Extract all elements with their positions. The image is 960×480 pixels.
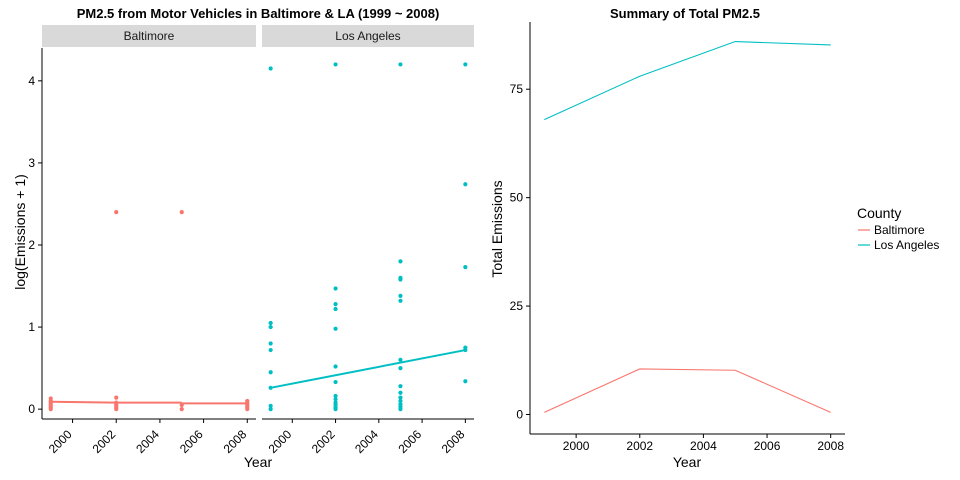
right-y-tick-label: 50 — [510, 191, 524, 205]
scatter-point — [333, 306, 338, 312]
scatter-point — [268, 403, 273, 408]
scatter-point — [268, 324, 273, 330]
legend: County Baltimore Los Angeles — [857, 205, 939, 252]
scatter-point — [398, 384, 403, 389]
scatter-point — [463, 265, 468, 270]
facet-label-baltimore: Baltimore — [124, 29, 175, 43]
scatter-point — [463, 182, 468, 187]
facet-strip-baltimore: Baltimore — [42, 25, 256, 47]
right-x-tick-label: 2004 — [690, 439, 717, 453]
scatter-point — [398, 275, 403, 280]
scatter-point — [333, 301, 338, 307]
scatter-point — [333, 326, 338, 331]
scatter-point — [333, 62, 338, 67]
left-x-tick-label: 2002 — [309, 427, 338, 456]
left-y-tick-label: 2 — [28, 238, 35, 252]
scatter-point — [114, 210, 119, 215]
left-x-tick-label: 2000 — [46, 427, 75, 456]
scatter-point — [333, 400, 338, 405]
right-chart-marks — [544, 40, 831, 413]
scatter-point — [333, 393, 338, 399]
facet-label-los-angeles: Los Angeles — [335, 29, 400, 43]
right-x-axis-title: Year — [673, 454, 702, 470]
scatter-point — [268, 320, 273, 326]
left-y-tick-label: 1 — [28, 320, 35, 334]
scatter-point — [463, 62, 468, 67]
scatter-point — [48, 396, 53, 401]
scatter-point — [398, 402, 403, 407]
scatter-point — [398, 293, 403, 298]
left-x-tick-label: 2008 — [221, 427, 250, 456]
left-chart-marks — [48, 62, 468, 412]
left-y-axis-title: log(Emissions + 1) — [12, 174, 28, 290]
right-y-axis-title: Total Emissions — [489, 180, 505, 277]
right-x-tick-label: 2008 — [817, 439, 844, 453]
scatter-point — [398, 395, 403, 400]
scatter-point — [333, 286, 338, 291]
scatter-point — [398, 298, 403, 303]
series-line-los-angeles — [544, 40, 831, 121]
legend-item-los-angeles: Los Angeles — [858, 238, 939, 252]
right-x-tick-label: 2002 — [626, 439, 653, 453]
scatter-point — [333, 364, 338, 369]
scatter-point — [333, 397, 338, 402]
left-x-axis-title: Year — [244, 454, 273, 470]
legend-label-baltimore: Baltimore — [874, 223, 925, 237]
facet-strip-los-angeles: Los Angeles — [262, 25, 474, 47]
scatter-point — [179, 210, 184, 215]
scatter-point — [398, 62, 403, 67]
right-y-tick-label: 25 — [510, 299, 524, 313]
left-x-tick-label: 2000 — [266, 427, 295, 456]
left-chart-title: PM2.5 from Motor Vehicles in Baltimore &… — [77, 6, 440, 21]
scatter-point — [268, 66, 273, 71]
series-line-baltimore — [544, 368, 831, 413]
scatter-point — [398, 390, 403, 395]
scatter-point — [398, 259, 403, 264]
scatter-point — [245, 398, 250, 404]
trend-line — [270, 349, 466, 389]
left-y-tick-label: 4 — [28, 74, 35, 88]
left-chart-axes: 0 1 2 3 4 2000 2002 2004 2006 2008 2000 2002 2004 200… — [28, 48, 474, 456]
left-x-tick-label: 2004 — [133, 427, 162, 456]
scatter-point — [398, 366, 403, 371]
right-x-tick-label: 2000 — [563, 439, 590, 453]
left-y-tick-label: 3 — [28, 156, 35, 170]
right-y-tick-label: 75 — [510, 82, 524, 96]
scatter-point — [463, 345, 468, 350]
right-chart-axes: 0 25 50 75 2000 2002 2004 2006 2008 — [510, 22, 845, 453]
scatter-point — [268, 370, 273, 375]
left-x-tick-label: 2002 — [90, 427, 119, 456]
legend-title: County — [857, 205, 901, 221]
right-chart-title: Summary of Total PM2.5 — [610, 6, 760, 21]
left-x-tick-label: 2008 — [439, 427, 468, 456]
left-x-tick-label: 2004 — [352, 427, 381, 456]
scatter-point — [398, 357, 403, 363]
scatter-point — [398, 398, 403, 404]
scatter-point — [179, 407, 184, 412]
trend-line — [50, 400, 117, 404]
legend-label-los-angeles: Los Angeles — [874, 238, 939, 252]
scatter-point — [463, 379, 468, 384]
scatter-point — [268, 341, 273, 346]
legend-item-baltimore: Baltimore — [858, 223, 925, 237]
left-x-tick-label: 2006 — [177, 427, 206, 456]
left-x-tick-label: 2006 — [395, 427, 424, 456]
scatter-point — [114, 395, 119, 400]
scatter-point — [268, 407, 273, 412]
left-y-tick-label: 0 — [28, 402, 35, 416]
scatter-point — [333, 379, 338, 385]
right-y-tick-label: 0 — [516, 407, 523, 421]
right-x-tick-label: 2006 — [754, 439, 781, 453]
scatter-point — [268, 347, 273, 353]
